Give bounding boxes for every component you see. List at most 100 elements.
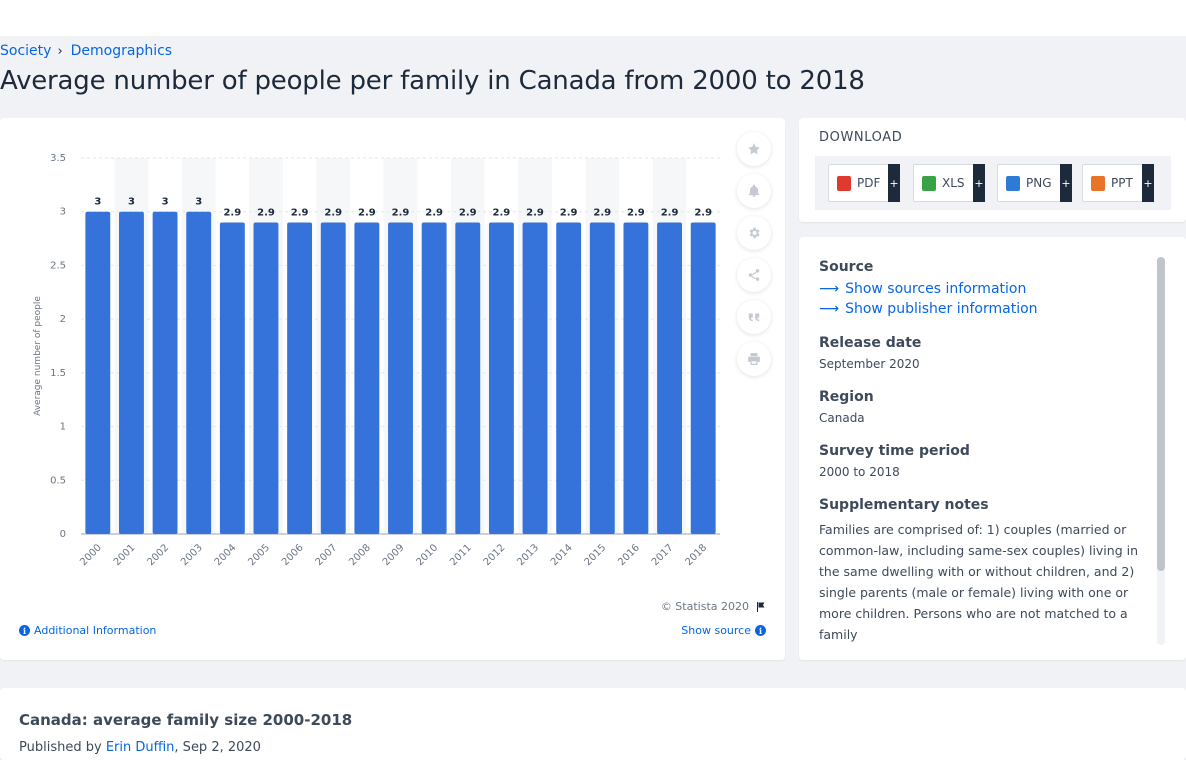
ppt-file-icon [1091, 175, 1105, 191]
bar-2012 [488, 222, 514, 534]
bar-2010 [421, 222, 447, 534]
bell-icon[interactable] [737, 174, 771, 208]
x-tick-label: 2004 [213, 542, 239, 568]
download-xls-button[interactable]: XLS + [913, 164, 985, 202]
data-label: 2.9 [324, 207, 342, 218]
statistic-title: Canada: average family size 2000-2018 [19, 711, 353, 729]
bar-2013 [522, 222, 548, 534]
data-label: 2.9 [694, 207, 712, 218]
y-tick-label: 1.5 [50, 368, 66, 379]
bar-2001 [119, 211, 144, 534]
data-label: 2.9 [358, 207, 376, 218]
x-tick-label: 2009 [381, 542, 407, 568]
x-tick-label: 2008 [347, 542, 373, 568]
bar-2011 [455, 222, 481, 534]
x-tick-label: 2014 [549, 542, 575, 568]
bar-2008 [354, 222, 380, 534]
x-tick-label: 2017 [650, 542, 676, 568]
data-label: 2.9 [291, 207, 309, 218]
data-label: 2.9 [493, 207, 511, 218]
download-png-button[interactable]: PNG + [997, 164, 1072, 202]
statistic-details-card: Source ⟶ Show sources information ⟶ Show… [799, 237, 1186, 660]
arrow-right-icon: ⟶ [819, 281, 840, 297]
breadcrumb-demographics[interactable]: Demographics [70, 43, 173, 59]
author-link[interactable]: Erin Duffin [105, 740, 175, 755]
download-ppt-label: PPT [1111, 176, 1133, 190]
supplementary-notes-value: Families are comprised of: 1) couples (m… [819, 522, 1139, 642]
pdf-file-icon [837, 175, 851, 191]
show-publisher-link[interactable]: ⟶ Show publisher information [819, 301, 1149, 317]
copyright-text: © Statista 2020 [660, 600, 749, 613]
favorite-star-icon[interactable] [737, 132, 771, 166]
info-icon: i [755, 625, 766, 636]
plus-icon[interactable]: + [1060, 164, 1072, 202]
download-card: DOWNLOAD PDF + XLS + PNG + PPT + [799, 118, 1186, 222]
x-tick-label: 2013 [515, 542, 541, 568]
data-label: 3 [162, 197, 169, 208]
show-publisher-label: Show publisher information [845, 301, 1038, 317]
share-icon[interactable] [737, 258, 771, 292]
data-label: 2.9 [526, 207, 544, 218]
bar-2004 [219, 222, 245, 534]
additional-information-label: Additional Information [34, 624, 157, 637]
flag-icon[interactable] [755, 601, 767, 613]
breadcrumb-separator-icon: › [57, 43, 63, 59]
y-tick-label: 1 [60, 422, 66, 433]
x-tick-label: 2007 [314, 542, 340, 568]
download-buttons: PDF + XLS + PNG + PPT + [815, 156, 1171, 210]
xls-file-icon [922, 175, 936, 191]
source-label: Source [819, 259, 874, 275]
data-label: 2.9 [593, 207, 611, 218]
info-icon: i [19, 625, 30, 636]
plus-icon[interactable]: + [973, 164, 985, 202]
bar-2003 [186, 211, 212, 534]
additional-information-link[interactable]: i Additional Information [19, 624, 156, 637]
arrow-right-icon: ⟶ [819, 301, 840, 317]
x-tick-label: 2018 [684, 542, 710, 568]
show-source-label: Show source [681, 624, 751, 637]
data-label: 2.9 [223, 207, 241, 218]
plus-icon[interactable]: + [1142, 164, 1154, 202]
bar-2009 [388, 222, 413, 534]
breadcrumb: Society › Demographics [0, 43, 172, 59]
supplementary-notes-label: Supplementary notes [819, 497, 989, 513]
bar-2002 [152, 211, 178, 534]
bar-2006 [287, 222, 313, 534]
x-tick-label: 2011 [448, 542, 474, 568]
bar-2017 [657, 222, 682, 534]
bar-2015 [589, 222, 615, 534]
survey-period-value: 2000 to 2018 [819, 465, 900, 479]
y-tick-label: 0 [60, 529, 66, 540]
chart-tools [737, 132, 771, 384]
bar-2005 [253, 222, 279, 534]
download-xls-label: XLS [942, 176, 965, 190]
download-png-label: PNG [1026, 176, 1052, 190]
show-sources-label: Show sources information [845, 281, 1027, 297]
y-axis-title: Average number of people [33, 296, 43, 416]
details-scroll-thumb[interactable] [1157, 257, 1165, 571]
top-strip [0, 0, 1186, 36]
show-sources-link[interactable]: ⟶ Show sources information [819, 281, 1149, 297]
x-tick-label: 2005 [246, 542, 272, 568]
details-scrollbar[interactable] [1157, 257, 1165, 645]
show-source-link[interactable]: Show source i [681, 624, 766, 637]
data-label: 2.9 [459, 207, 477, 218]
quote-icon[interactable] [737, 300, 771, 334]
bar-2000 [85, 211, 111, 534]
print-icon[interactable] [737, 342, 771, 376]
data-label: 2.9 [661, 207, 679, 218]
download-ppt-button[interactable]: PPT + [1082, 164, 1154, 202]
statistic-summary-card: Canada: average family size 2000-2018 Pu… [0, 688, 1186, 760]
download-pdf-button[interactable]: PDF + [828, 164, 900, 202]
data-label: 2.9 [257, 207, 275, 218]
breadcrumb-society[interactable]: Society [0, 43, 52, 59]
y-tick-label: 3.5 [50, 153, 66, 164]
x-tick-label: 2006 [280, 542, 306, 568]
x-tick-label: 2002 [145, 542, 171, 568]
data-label: 2.9 [392, 207, 410, 218]
gear-icon[interactable] [737, 216, 771, 250]
survey-period-label: Survey time period [819, 443, 970, 459]
y-tick-label: 0.5 [50, 475, 66, 486]
plus-icon[interactable]: + [888, 164, 900, 202]
download-title: DOWNLOAD [819, 130, 903, 145]
